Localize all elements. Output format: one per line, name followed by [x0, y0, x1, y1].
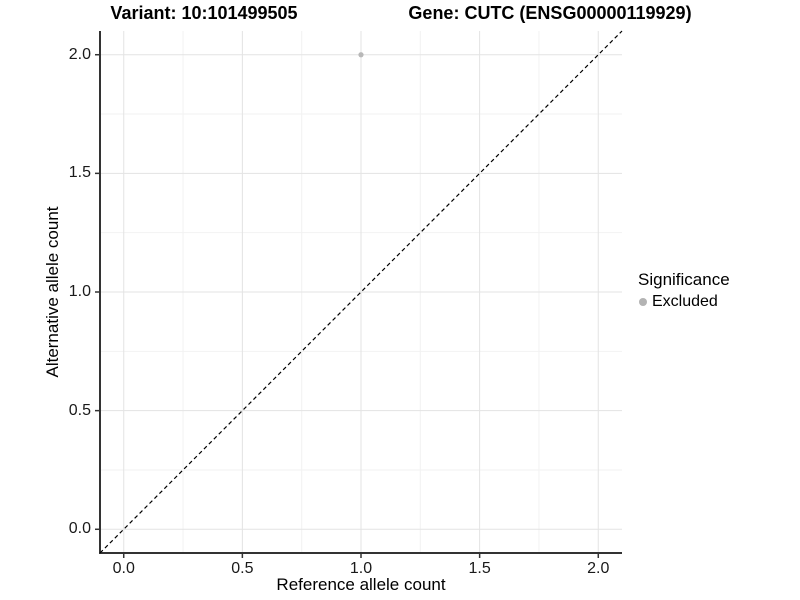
y-tick-label: 1.0 [68, 283, 91, 300]
x-axis-title: Reference allele count [276, 575, 446, 594]
x-tick-label: 1.0 [349, 560, 373, 577]
x-tick-label: 0.5 [231, 560, 254, 577]
x-tick-label: 0.0 [112, 560, 135, 577]
y-tick-label: 0.5 [68, 401, 91, 419]
legend: Significance Excluded [638, 270, 730, 311]
y-tick-label: 2.0 [68, 45, 91, 63]
data-point [358, 52, 364, 58]
y-tick-label: 1.5 [68, 164, 91, 182]
y-axis-title: Alternative allele count [43, 206, 62, 378]
y-tick-label: 0.0 [68, 520, 91, 538]
legend-item-excluded: Excluded [638, 293, 730, 311]
excluded-point-icon [639, 298, 647, 306]
legend-item-label: Excluded [652, 293, 718, 310]
gene-title: Gene: CUTC (ENSG00000119929) [408, 3, 692, 23]
x-tick-label: 1.5 [468, 560, 491, 577]
x-tick-label: 2.0 [587, 560, 610, 577]
variant-title: Variant: 10:101499505 [110, 3, 298, 23]
legend-title: Significance [638, 270, 730, 289]
